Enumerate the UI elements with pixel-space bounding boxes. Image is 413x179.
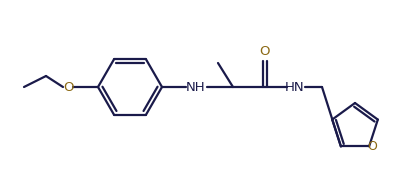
Text: O: O [260, 45, 270, 57]
Text: O: O [367, 140, 377, 153]
Text: HN: HN [285, 81, 305, 93]
Text: NH: NH [186, 81, 206, 93]
Text: O: O [63, 81, 73, 93]
